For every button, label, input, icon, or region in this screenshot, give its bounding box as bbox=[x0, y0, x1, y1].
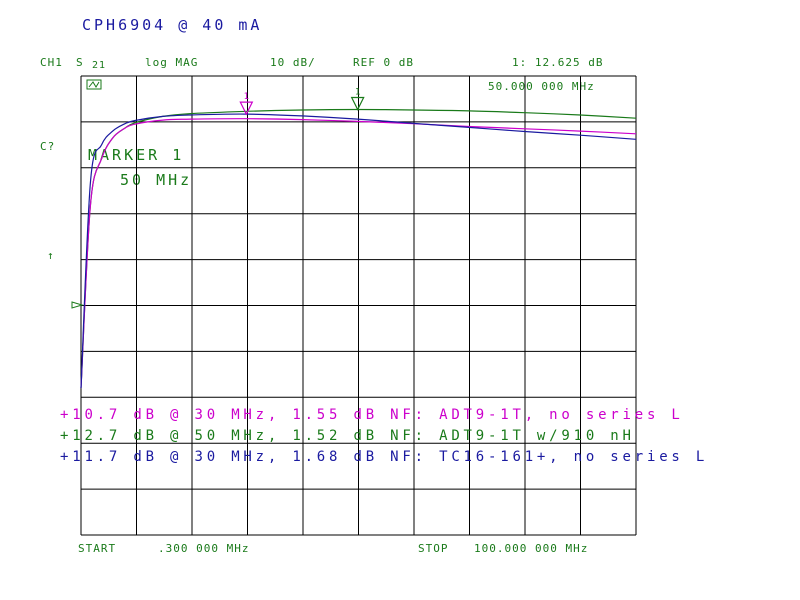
cal-flag: C? bbox=[40, 140, 56, 153]
series-line-2 bbox=[80, 118, 637, 389]
param-label: S bbox=[76, 56, 84, 69]
marker-readout: 1: 12.625 dB bbox=[512, 56, 604, 69]
chart-grid bbox=[80, 75, 637, 536]
marker-box-title: MARKER 1 bbox=[88, 146, 185, 164]
param-subscript: 21 bbox=[92, 60, 107, 71]
ref-label: REF 0 dB bbox=[353, 56, 414, 69]
marker-box-freq: 50 MHz bbox=[120, 171, 193, 189]
marker-label-2: 1 bbox=[355, 88, 360, 98]
marker-freq-readout: 50.000 000 MHz bbox=[488, 80, 595, 93]
start-label: START bbox=[78, 542, 117, 555]
chart-traces bbox=[80, 108, 637, 389]
annotation-line-2: +12.7 dB @ 50 MHz, 1.52 dB NF: ADT9-1T w… bbox=[60, 428, 635, 444]
annotation-line-1: +10.7 dB @ 30 MHz, 1.55 dB NF: ADT9-1T, … bbox=[60, 407, 684, 423]
marker-triangle-2 bbox=[350, 96, 365, 111]
stop-label: STOP bbox=[418, 542, 449, 555]
ref-arrow-icon: ↑ bbox=[47, 249, 55, 262]
marker-flag-box bbox=[86, 79, 102, 90]
annotation-line-3: +11.7 dB @ 30 MHz, 1.68 dB NF: TC16-161+… bbox=[60, 449, 709, 465]
marker-label-1: 1 bbox=[244, 92, 249, 102]
ref-position-icon bbox=[71, 301, 84, 309]
chart-title: CPH6904 @ 40 mA bbox=[82, 16, 263, 34]
marker-flag-glyph bbox=[88, 81, 100, 88]
channel-label: CH1 bbox=[40, 56, 63, 69]
scale-label: 10 dB/ bbox=[270, 56, 316, 69]
start-value: .300 000 MHz bbox=[158, 542, 250, 555]
stop-value: 100.000 000 MHz bbox=[474, 542, 589, 555]
series-line-3 bbox=[80, 113, 637, 389]
marker-flag-icon bbox=[86, 79, 102, 90]
format-label: log MAG bbox=[145, 56, 199, 69]
marker-triangle-1 bbox=[239, 101, 254, 116]
